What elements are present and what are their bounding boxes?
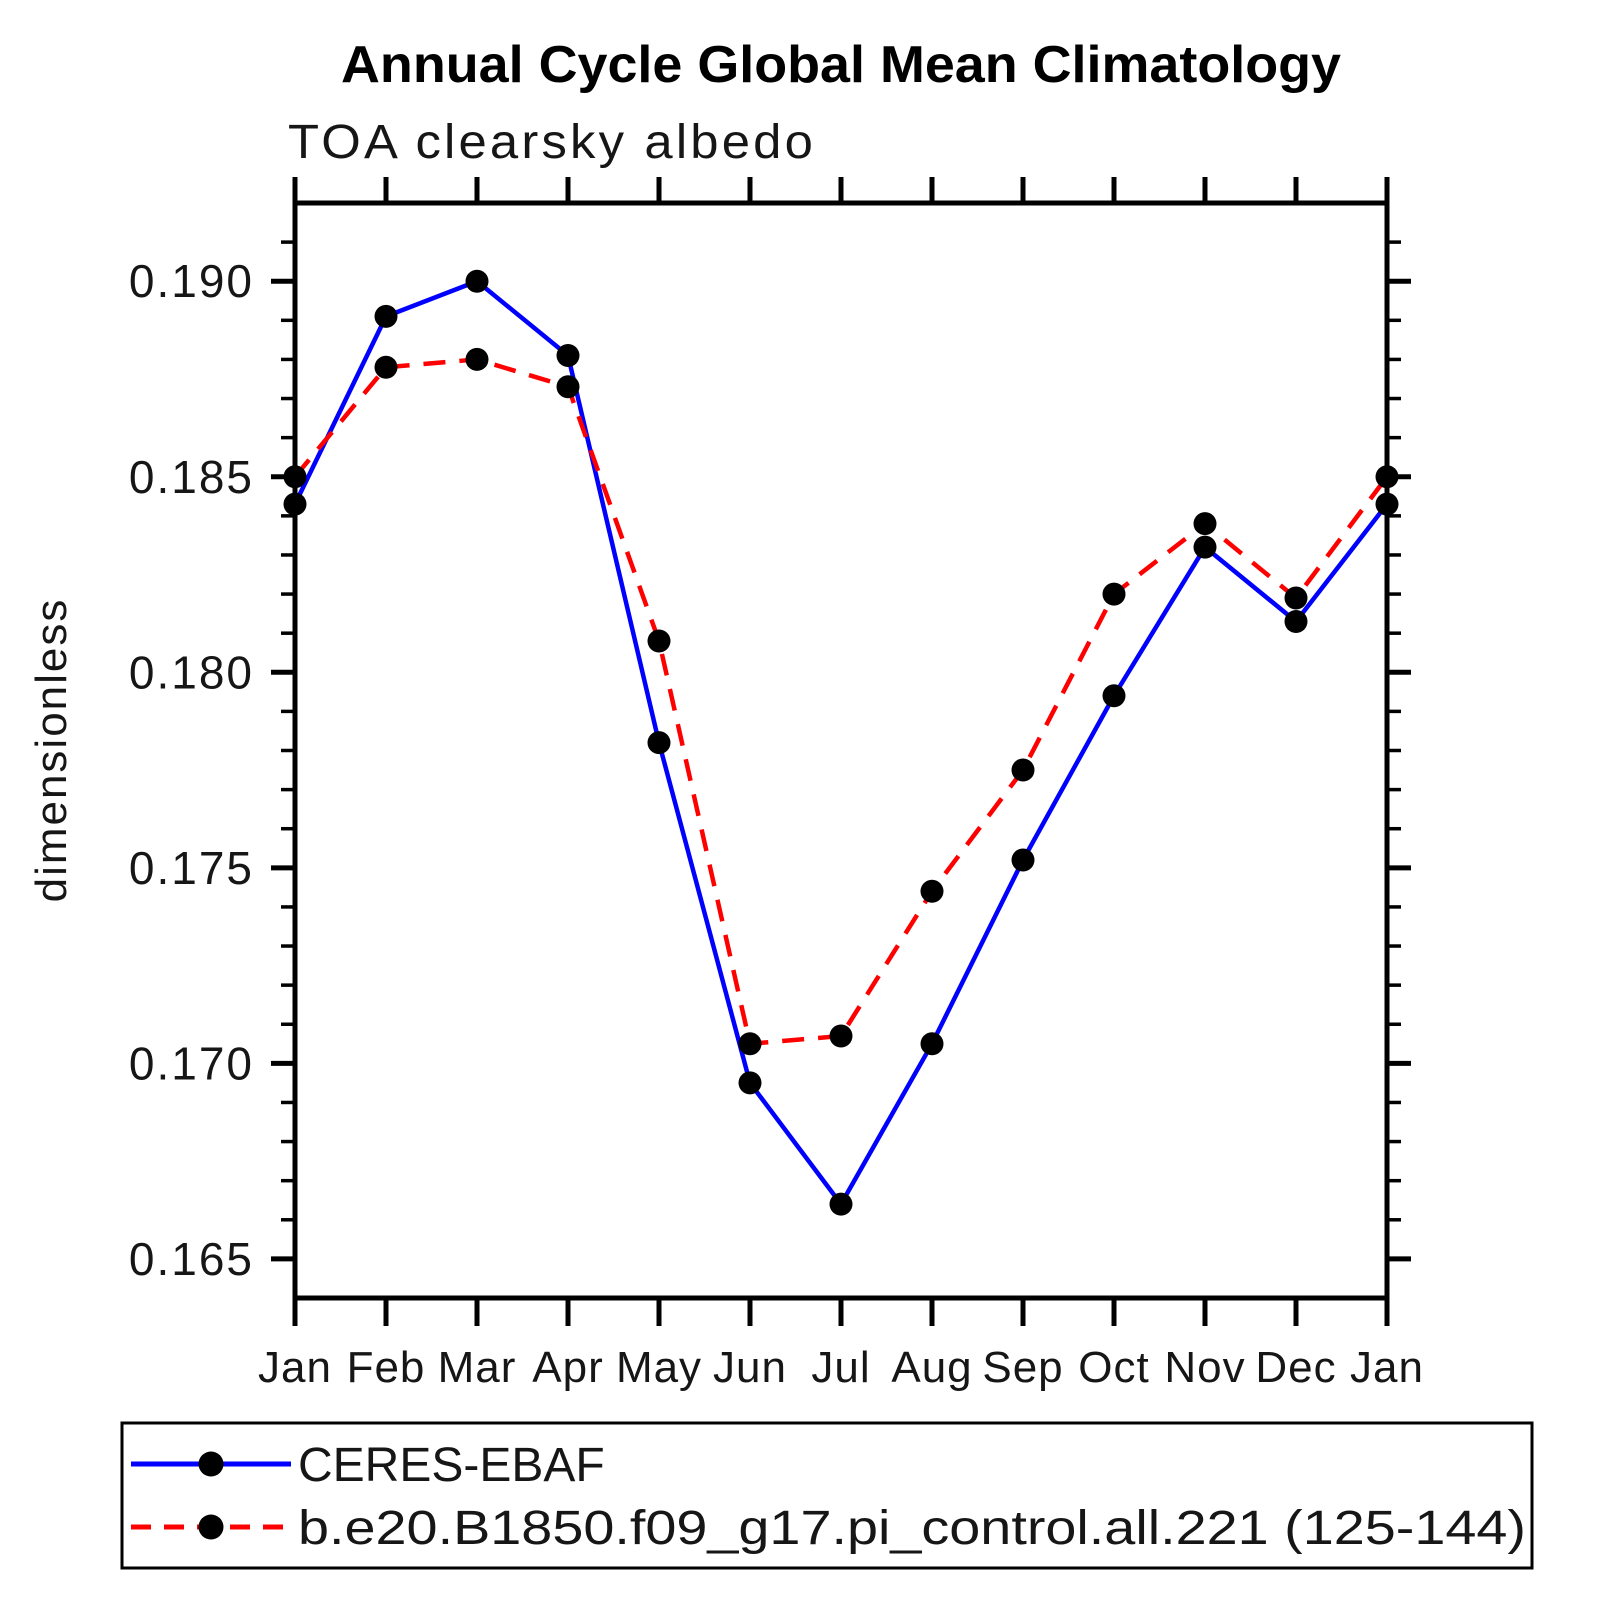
y-tick-label: 0.185 — [129, 451, 254, 503]
data-point-marker — [283, 492, 307, 516]
y-tick-label: 0.165 — [129, 1233, 254, 1285]
data-point-marker — [1284, 586, 1308, 610]
y-axis-label: dimensionless — [27, 598, 76, 903]
data-point-marker — [738, 1032, 762, 1056]
legend-item-label: CERES-EBAF — [298, 1439, 605, 1492]
legend-marker — [198, 1514, 224, 1540]
y-tick-label: 0.170 — [129, 1037, 254, 1089]
data-point-marker — [1102, 684, 1126, 708]
data-point-marker — [1011, 758, 1035, 782]
y-tick-label: 0.175 — [129, 842, 254, 894]
data-point-marker — [647, 731, 671, 755]
data-point-marker — [829, 1192, 853, 1216]
data-point-marker — [556, 344, 580, 368]
data-point-marker — [1102, 582, 1126, 606]
data-point-marker — [1375, 465, 1399, 489]
data-point-marker — [920, 1032, 944, 1056]
data-point-marker — [1193, 512, 1217, 536]
legend: CERES-EBAF b.e20.B1850.f09_g17.pi_control… — [120, 1421, 1534, 1570]
x-tick-label: Jan — [258, 1343, 332, 1392]
data-point-marker — [556, 375, 580, 399]
series-lines — [283, 269, 1399, 1216]
x-tick-label: Sep — [982, 1343, 1063, 1392]
x-tick-label: May — [616, 1343, 702, 1392]
chart-title: Annual Cycle Global Mean Climatology — [341, 36, 1341, 94]
x-tick-label: Oct — [1078, 1343, 1149, 1392]
y-tick-label: 0.190 — [129, 255, 254, 307]
data-point-marker — [920, 879, 944, 903]
legend-marker — [198, 1451, 224, 1477]
x-tick-label: Apr — [532, 1343, 603, 1392]
data-point-marker — [465, 269, 489, 293]
plot-frame — [292, 200, 1390, 1301]
x-tick-label: Aug — [891, 1343, 972, 1392]
data-point-marker — [829, 1024, 853, 1048]
data-point-marker — [283, 465, 307, 489]
chart-subtitle: TOA clearsky albedo — [288, 116, 816, 169]
x-tick-label: Jan — [1350, 1343, 1424, 1392]
data-point-marker — [647, 629, 671, 653]
x-tick-label: Jun — [713, 1343, 787, 1392]
x-tick-label: Dec — [1255, 1343, 1336, 1392]
data-point-marker — [1193, 535, 1217, 559]
data-point-marker — [374, 304, 398, 328]
y-tick-label: 0.180 — [129, 646, 254, 698]
axes-and-ticks: Jan Feb Mar Apr May Jun Jul Aug Sep Oct Nov Dec Jan 0… — [129, 177, 1424, 1392]
data-point-marker — [1284, 609, 1308, 633]
data-point-marker — [374, 355, 398, 379]
series-line-0 — [292, 278, 1389, 1207]
data-point-marker — [1375, 492, 1399, 516]
data-point-marker — [465, 347, 489, 371]
x-tick-label: Nov — [1164, 1343, 1245, 1392]
legend-box — [120, 1421, 1534, 1570]
legend-item-label: b.e20.B1850.f09_g17.pi_control.all.221 (… — [298, 1502, 1526, 1555]
x-tick-label: Mar — [438, 1343, 517, 1392]
series-line-1 — [293, 357, 1389, 1047]
x-tick-label: Jul — [811, 1343, 870, 1392]
data-point-marker — [738, 1071, 762, 1095]
x-tick-label: Feb — [347, 1343, 426, 1392]
data-point-marker — [1011, 848, 1035, 872]
